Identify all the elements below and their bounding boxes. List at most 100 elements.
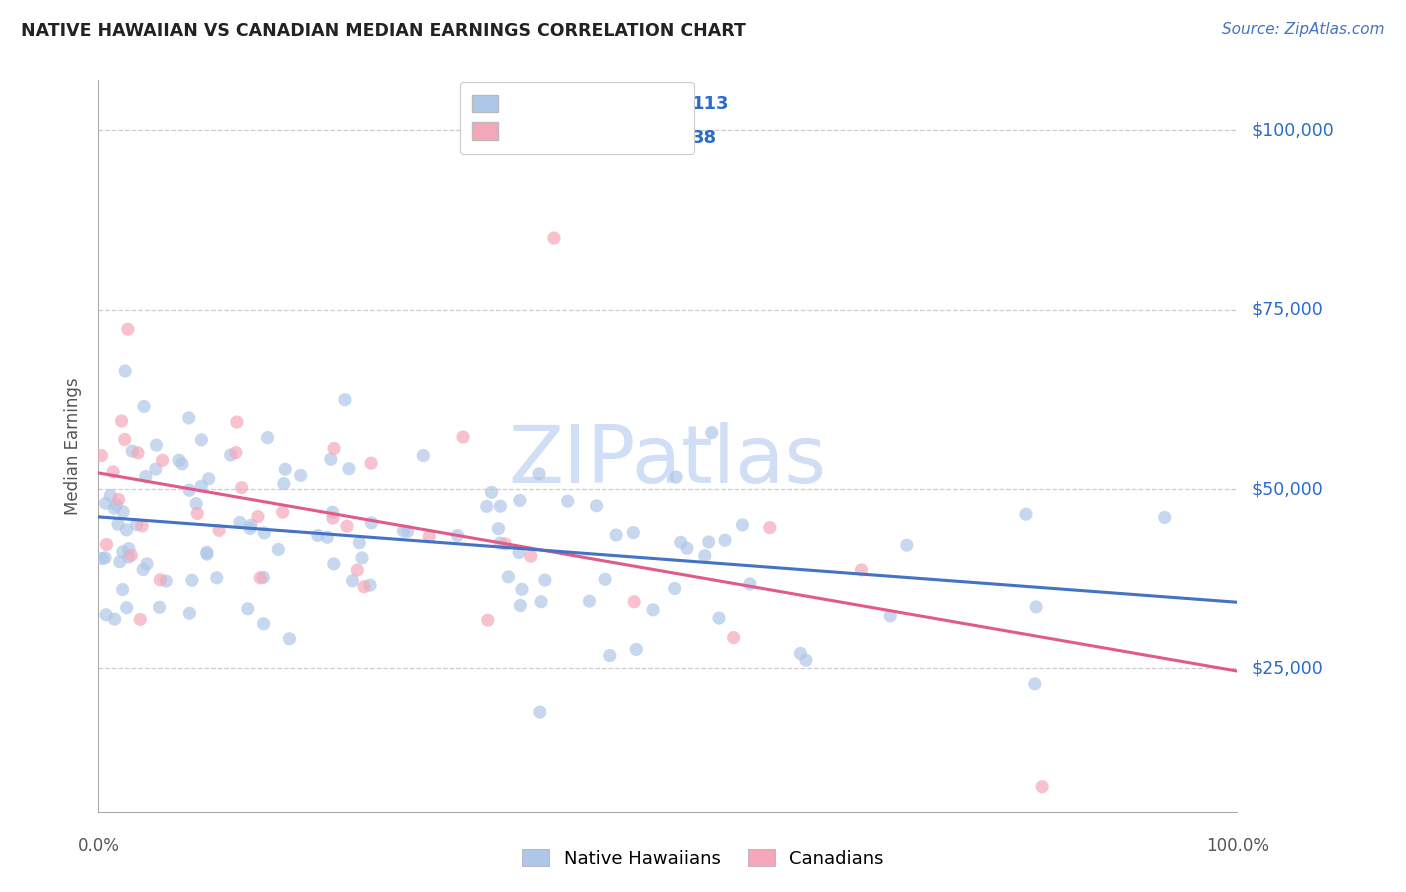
Point — [108, 555, 131, 569]
Point — [475, 500, 498, 514]
Text: ZIPatlas: ZIPatlas — [509, 422, 827, 500]
Point — [229, 516, 252, 530]
Point — [509, 599, 531, 613]
Point — [190, 433, 212, 447]
Text: 113: 113 — [692, 95, 730, 113]
Point — [105, 498, 128, 512]
Point — [392, 524, 415, 538]
Point — [481, 485, 503, 500]
Point — [510, 582, 533, 597]
Legend: Native Hawaiians, Canadians: Native Hawaiians, Canadians — [512, 838, 894, 879]
Point — [145, 462, 167, 476]
Point — [278, 632, 301, 646]
Point — [256, 431, 278, 445]
Point — [723, 631, 745, 645]
Text: Source: ZipAtlas.com: Source: ZipAtlas.com — [1222, 22, 1385, 37]
Point — [101, 465, 124, 479]
Point — [110, 414, 132, 428]
Point — [346, 563, 368, 577]
Text: 0.0%: 0.0% — [77, 837, 120, 855]
Point — [197, 472, 219, 486]
Text: $50,000: $50,000 — [1251, 480, 1323, 498]
Point — [534, 573, 557, 587]
Point — [360, 456, 382, 470]
Point — [111, 545, 134, 559]
Point — [132, 400, 155, 414]
Point — [508, 545, 530, 559]
Point — [120, 548, 142, 562]
Point — [290, 468, 312, 483]
Point — [451, 430, 474, 444]
Point — [693, 549, 716, 563]
Point — [94, 496, 117, 510]
Point — [115, 600, 138, 615]
Point — [236, 601, 259, 615]
Point — [90, 449, 112, 463]
Point — [738, 577, 761, 591]
Point — [129, 612, 152, 626]
Point — [167, 453, 190, 467]
Point — [349, 535, 371, 549]
Point — [246, 509, 269, 524]
Point — [111, 582, 134, 597]
Point — [319, 452, 342, 467]
Point — [333, 392, 356, 407]
Point — [149, 573, 172, 587]
Point — [253, 526, 276, 541]
Point — [664, 582, 686, 596]
Point — [789, 647, 811, 661]
Point — [641, 603, 664, 617]
Point — [104, 612, 127, 626]
Point — [114, 433, 136, 447]
Point — [195, 547, 218, 561]
Text: -0.294: -0.294 — [567, 128, 631, 146]
Point — [396, 524, 419, 539]
Text: R =: R = — [516, 95, 554, 113]
Point — [135, 469, 157, 483]
Text: -0.454: -0.454 — [567, 95, 631, 113]
Point — [179, 483, 201, 498]
Point — [107, 492, 129, 507]
Point — [527, 467, 550, 481]
Point — [121, 444, 143, 458]
Point — [1153, 510, 1175, 524]
Point — [252, 570, 274, 584]
Point — [98, 488, 121, 502]
Point — [316, 530, 339, 544]
Point — [114, 364, 136, 378]
Point — [125, 517, 148, 532]
Point — [239, 518, 262, 533]
Point — [115, 523, 138, 537]
Point — [1031, 780, 1053, 794]
Point — [578, 594, 600, 608]
Point — [700, 425, 723, 440]
Point — [498, 570, 520, 584]
Point — [599, 648, 621, 663]
Point — [342, 574, 364, 588]
Point — [195, 545, 218, 559]
Point — [1025, 599, 1047, 614]
Point — [623, 595, 645, 609]
Point — [231, 481, 253, 495]
Point — [323, 442, 346, 456]
Point — [155, 574, 177, 588]
Point — [714, 533, 737, 548]
Point — [274, 462, 297, 476]
Point — [543, 231, 565, 245]
Point — [626, 642, 648, 657]
Point — [94, 607, 117, 622]
Point — [132, 563, 155, 577]
Point — [117, 322, 139, 336]
Point — [851, 563, 873, 577]
Point — [359, 578, 381, 592]
Text: $25,000: $25,000 — [1251, 659, 1323, 677]
Point — [225, 415, 247, 429]
Point — [239, 521, 262, 535]
Point — [759, 521, 782, 535]
Point — [494, 537, 516, 551]
Point — [322, 505, 344, 519]
Point — [585, 499, 607, 513]
Point — [530, 595, 553, 609]
Point — [205, 571, 228, 585]
Point — [794, 653, 817, 667]
